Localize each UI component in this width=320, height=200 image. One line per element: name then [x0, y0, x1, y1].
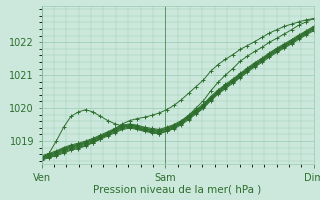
X-axis label: Pression niveau de la mer( hPa ): Pression niveau de la mer( hPa ) — [93, 184, 262, 194]
